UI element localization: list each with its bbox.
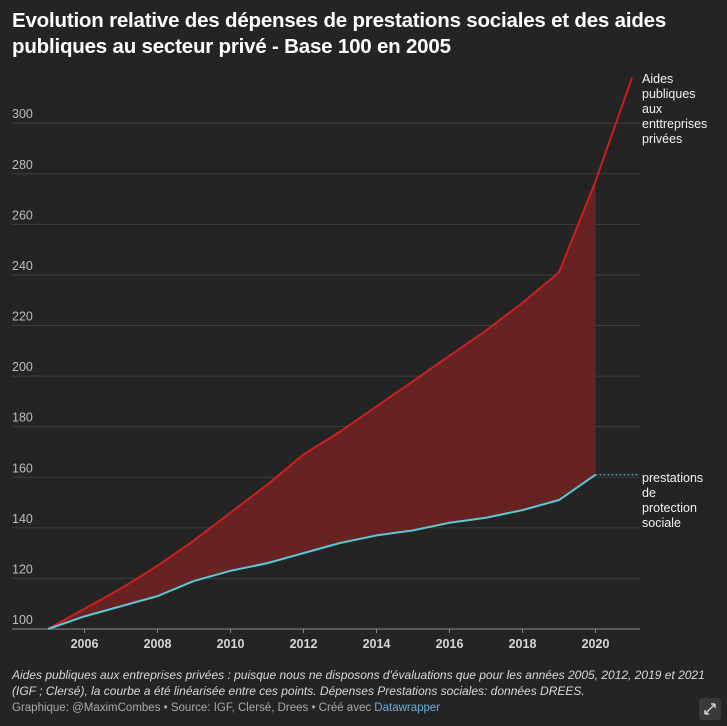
datawrapper-link[interactable]: Datawrapper: [374, 702, 441, 714]
series-line-prestations: [47, 473, 597, 630]
x-tick-label: 2012: [290, 637, 318, 651]
series-label-aides-line: publiques: [642, 87, 696, 101]
series-label-aides-line: aux: [642, 102, 663, 116]
y-tick-label: 120: [12, 562, 33, 576]
chart-title: Evolution relative des dépenses de prest…: [12, 9, 667, 58]
x-tick-label: 2020: [582, 637, 610, 651]
y-tick-label: 180: [12, 411, 33, 425]
line-layer: [47, 77, 638, 630]
y-tick-label: 140: [12, 512, 33, 526]
y-tick-label: 160: [12, 461, 33, 475]
chart-credit: Graphique: @MaximCombes • Source: IGF, C…: [12, 702, 612, 714]
x-tick-label: 2008: [144, 637, 172, 651]
series-label-prestations-line: sociale: [642, 516, 681, 530]
series-label-prestations: prestations de protection sociale: [642, 471, 703, 530]
x-tick-label: 2014: [363, 637, 391, 651]
expand-button[interactable]: [699, 698, 721, 720]
y-tick-label: 300: [12, 107, 33, 121]
y-tick-label: 200: [12, 360, 33, 374]
credit-text: Graphique: @MaximCombes • Source: IGF, C…: [12, 702, 375, 714]
series-label-aides: Aides publiques aux enttreprises privées: [642, 72, 707, 146]
grid-layer: 100 120 140 160 180 200 220 240 260 280 300 2006 200…: [12, 107, 640, 651]
series-label-aides-line: enttreprises: [642, 117, 707, 131]
series-label-prestations-line: protection: [642, 501, 697, 515]
y-tick-label: 220: [12, 310, 33, 324]
y-tick-label: 260: [12, 208, 33, 222]
series-label-prestations-line: de: [642, 486, 656, 500]
y-tick-label: 240: [12, 259, 33, 273]
shaded-gap-area: [48, 181, 596, 630]
x-tick-label: 2016: [436, 637, 464, 651]
x-tick-label: 2006: [71, 637, 99, 651]
y-tick-label: 100: [12, 613, 33, 627]
expand-icon: [704, 703, 716, 715]
x-tick-label: 2010: [217, 637, 245, 651]
y-tick-label: 280: [12, 158, 33, 172]
label-layer: Aides publiques aux enttreprises privées pres…: [642, 72, 707, 530]
x-tick-label: 2018: [509, 637, 537, 651]
area-layer: [48, 181, 596, 630]
series-label-aides-line: privées: [642, 132, 682, 146]
chart-footnote: Aides publiques aux entreprises privées …: [12, 668, 705, 698]
series-label-aides-line: Aides: [642, 72, 673, 86]
series-label-prestations-line: prestations: [642, 471, 703, 485]
